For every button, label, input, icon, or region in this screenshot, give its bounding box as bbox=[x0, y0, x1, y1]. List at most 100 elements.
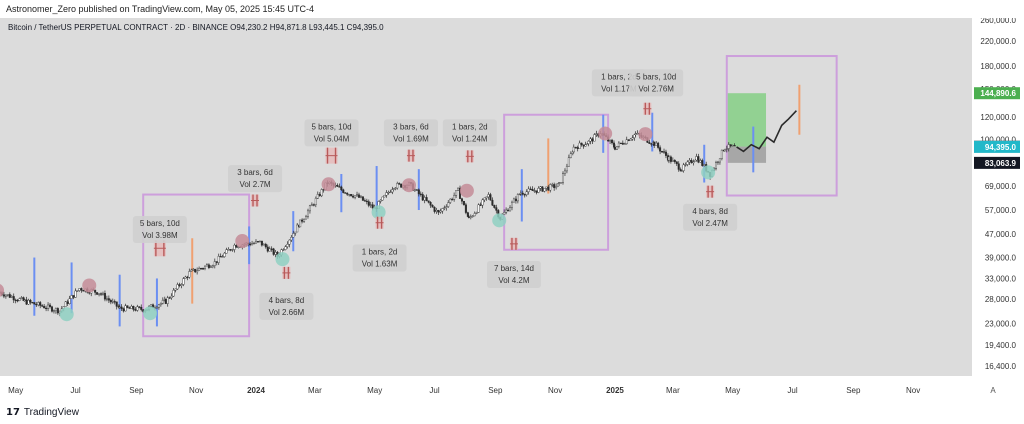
candle-body[interactable] bbox=[35, 303, 38, 306]
auto-scale-button[interactable]: A bbox=[990, 386, 996, 395]
candle-body[interactable] bbox=[361, 196, 364, 201]
measure-label-box[interactable] bbox=[629, 69, 684, 97]
candle-body[interactable] bbox=[78, 288, 81, 291]
candle-body[interactable] bbox=[727, 144, 730, 149]
candle-body[interactable] bbox=[45, 307, 48, 310]
candle-body[interactable] bbox=[671, 160, 674, 162]
candle-body[interactable] bbox=[109, 300, 112, 303]
candle-body[interactable] bbox=[475, 212, 478, 214]
candle-body[interactable] bbox=[625, 139, 628, 145]
candle-body[interactable] bbox=[525, 191, 528, 195]
candle-body[interactable] bbox=[27, 299, 30, 305]
candle-body[interactable] bbox=[31, 302, 34, 304]
candle-body[interactable] bbox=[43, 306, 46, 309]
candle-body[interactable] bbox=[690, 160, 693, 164]
candle-body[interactable] bbox=[130, 305, 133, 309]
candle-body[interactable] bbox=[100, 293, 103, 295]
candle-body[interactable] bbox=[14, 299, 17, 301]
candle-body[interactable] bbox=[170, 295, 173, 299]
candle-body[interactable] bbox=[72, 295, 75, 298]
candle-body[interactable] bbox=[182, 278, 185, 285]
chart-area[interactable]: Bitcoin / TetherUS PERPETUAL CONTRACT · … bbox=[0, 18, 1024, 402]
candle-body[interactable] bbox=[661, 151, 664, 153]
candle-body[interactable] bbox=[318, 194, 321, 197]
candle-body[interactable] bbox=[383, 195, 386, 198]
candle-body[interactable] bbox=[455, 190, 458, 196]
candle-body[interactable] bbox=[184, 276, 187, 279]
candle-body[interactable] bbox=[441, 208, 444, 212]
candle-body[interactable] bbox=[223, 252, 226, 257]
candle-body[interactable] bbox=[510, 201, 513, 208]
candle-body[interactable] bbox=[25, 299, 28, 305]
candle-body[interactable] bbox=[161, 300, 164, 304]
candle-body[interactable] bbox=[338, 186, 341, 188]
candle-body[interactable] bbox=[126, 305, 129, 308]
candle-body[interactable] bbox=[533, 190, 536, 192]
candle-body[interactable] bbox=[729, 144, 732, 147]
candle-body[interactable] bbox=[580, 142, 583, 145]
candle-body[interactable] bbox=[310, 204, 313, 207]
candle-body[interactable] bbox=[207, 264, 210, 268]
candle-body[interactable] bbox=[225, 249, 228, 254]
candle-body[interactable] bbox=[219, 256, 222, 258]
candle-body[interactable] bbox=[344, 192, 347, 194]
candle-body[interactable] bbox=[180, 284, 183, 286]
candle-body[interactable] bbox=[186, 276, 189, 278]
candle-body[interactable] bbox=[682, 164, 685, 171]
candle-body[interactable] bbox=[12, 296, 15, 301]
candle-body[interactable] bbox=[308, 205, 311, 212]
candle-body[interactable] bbox=[282, 249, 285, 251]
candle-body[interactable] bbox=[76, 290, 79, 292]
candle-body[interactable] bbox=[205, 264, 208, 267]
candle-body[interactable] bbox=[697, 156, 700, 163]
candle-body[interactable] bbox=[231, 249, 234, 251]
candle-body[interactable] bbox=[523, 194, 526, 196]
candle-body[interactable] bbox=[266, 246, 269, 252]
candle-body[interactable] bbox=[369, 204, 372, 206]
candle-body[interactable] bbox=[694, 159, 697, 162]
candle-body[interactable] bbox=[667, 156, 670, 161]
candle-body[interactable] bbox=[16, 300, 19, 302]
candle-body[interactable] bbox=[576, 147, 579, 149]
candle-body[interactable] bbox=[6, 294, 9, 296]
candle-body[interactable] bbox=[466, 212, 469, 217]
candle-body[interactable] bbox=[650, 143, 653, 145]
candle-body[interactable] bbox=[111, 301, 114, 303]
candle-body[interactable] bbox=[33, 302, 36, 305]
candle-body[interactable] bbox=[124, 305, 127, 312]
candle-body[interactable] bbox=[348, 194, 351, 196]
candle-body[interactable] bbox=[312, 204, 315, 206]
candle-body[interactable] bbox=[387, 192, 390, 194]
candle-body[interactable] bbox=[8, 294, 11, 298]
candle-body[interactable] bbox=[563, 170, 566, 174]
candle-body[interactable] bbox=[23, 299, 26, 301]
candle-body[interactable] bbox=[52, 310, 55, 312]
candle-body[interactable] bbox=[296, 224, 299, 233]
candle-body[interactable] bbox=[70, 295, 73, 299]
teal-pivot-circle[interactable] bbox=[59, 307, 74, 322]
candle-body[interactable] bbox=[356, 194, 359, 196]
candle-body[interactable] bbox=[140, 306, 143, 310]
candle-body[interactable] bbox=[587, 140, 590, 144]
candle-body[interactable] bbox=[211, 265, 214, 268]
candle-body[interactable] bbox=[122, 308, 125, 312]
candle-body[interactable] bbox=[695, 156, 698, 161]
candle-body[interactable] bbox=[519, 192, 522, 195]
candle-body[interactable] bbox=[655, 142, 658, 146]
teal-pivot-circle[interactable] bbox=[275, 252, 290, 267]
candle-body[interactable] bbox=[20, 297, 23, 299]
candle-body[interactable] bbox=[316, 194, 319, 199]
candle-body[interactable] bbox=[677, 163, 680, 170]
candle-body[interactable] bbox=[723, 149, 726, 152]
candle-body[interactable] bbox=[423, 197, 426, 201]
range-box[interactable] bbox=[503, 113, 610, 251]
candle-body[interactable] bbox=[716, 161, 719, 164]
candle-body[interactable] bbox=[680, 170, 683, 172]
candle-body[interactable] bbox=[235, 244, 238, 248]
candle-body[interactable] bbox=[699, 160, 702, 163]
candle-body[interactable] bbox=[74, 290, 77, 298]
candle-body[interactable] bbox=[701, 160, 704, 166]
candle-body[interactable] bbox=[419, 193, 422, 195]
candle-body[interactable] bbox=[98, 293, 101, 295]
candle-body[interactable] bbox=[94, 289, 97, 293]
